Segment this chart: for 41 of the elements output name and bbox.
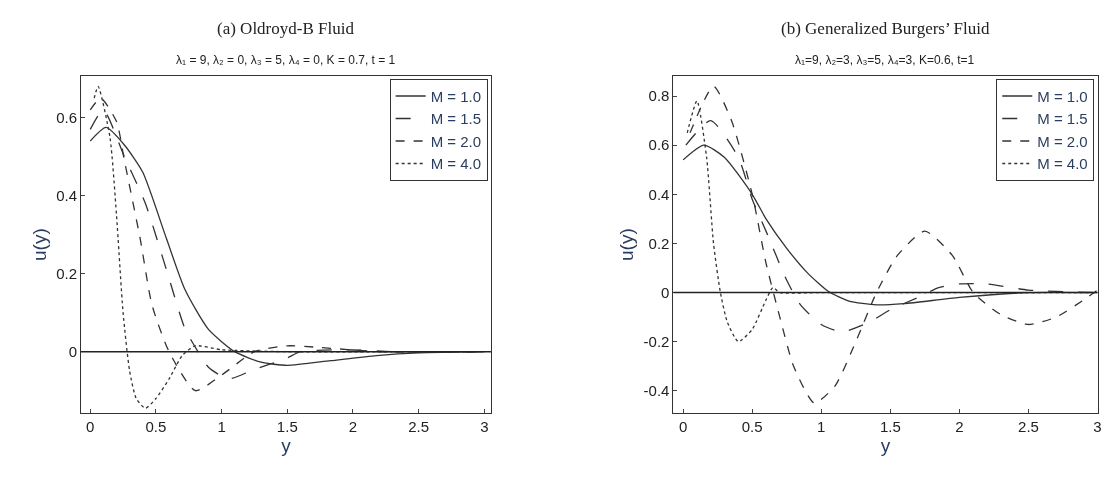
x-tick-label: 2.5 [1018,417,1039,435]
legend-label: M = 2.0 [430,132,482,150]
x-tick-label: 0.5 [145,417,167,435]
x-tick-label: 0 [86,417,95,435]
legend-label: M = 1.5 [1037,110,1088,128]
x-tick-label: 0.5 [741,417,763,435]
y-tick-label: -0.2 [643,332,670,350]
chart-subtitle: λ₁ = 9, λ₂ = 0, λ₃ = 5, λ₄ = 0, K = 0.7, t = 1 [176,53,396,67]
x-tick-label: 1 [217,417,226,435]
legend-label: M = 2.0 [1037,132,1088,150]
y-axis-title: u(y) [616,228,638,261]
x-tick-label: 2 [955,417,964,435]
x-tick-label: 1 [817,417,826,435]
legend-label: M = 1.5 [430,110,482,128]
x-tick-label: 1.5 [276,417,298,435]
chart-title: (a) Oldroyd-B Fluid [217,19,355,38]
chart-title: (b) Generalized Burgers’ Fluid [781,19,990,38]
y-axis-title: u(y) [29,228,51,261]
y-tick-label: 0.6 [648,136,670,154]
y-tick-label: 0.2 [648,234,670,252]
x-axis-title: y [281,434,292,456]
legend-label: M = 1.0 [430,87,482,105]
legend-label: M = 4.0 [1037,155,1088,173]
x-tick-label: 2.5 [408,417,430,435]
y-tick-label: 0.4 [56,186,78,204]
y-tick-label: 0.6 [56,108,78,126]
y-tick-label: 0.8 [648,87,670,105]
chart-subtitle: λ₁=9, λ₂=3, λ₃=5, λ₄=3, K=0.6, t=1 [795,53,975,67]
x-tick-label: 0 [678,417,688,435]
x-tick-label: 3 [480,417,489,435]
legend-label: M = 1.0 [1037,87,1088,105]
y-tick-label: 0.4 [648,185,670,203]
x-tick-label: 3 [1093,417,1102,435]
legend-label: M = 4.0 [430,155,482,173]
y-tick-label: 0.2 [56,264,78,282]
x-tick-label: 2 [348,417,358,435]
x-axis-title: y [880,434,891,456]
x-tick-label: 1.5 [879,417,901,435]
y-tick-label: 0 [68,342,78,360]
y-tick-label: -0.4 [643,382,670,400]
y-tick-label: 0 [661,283,670,301]
